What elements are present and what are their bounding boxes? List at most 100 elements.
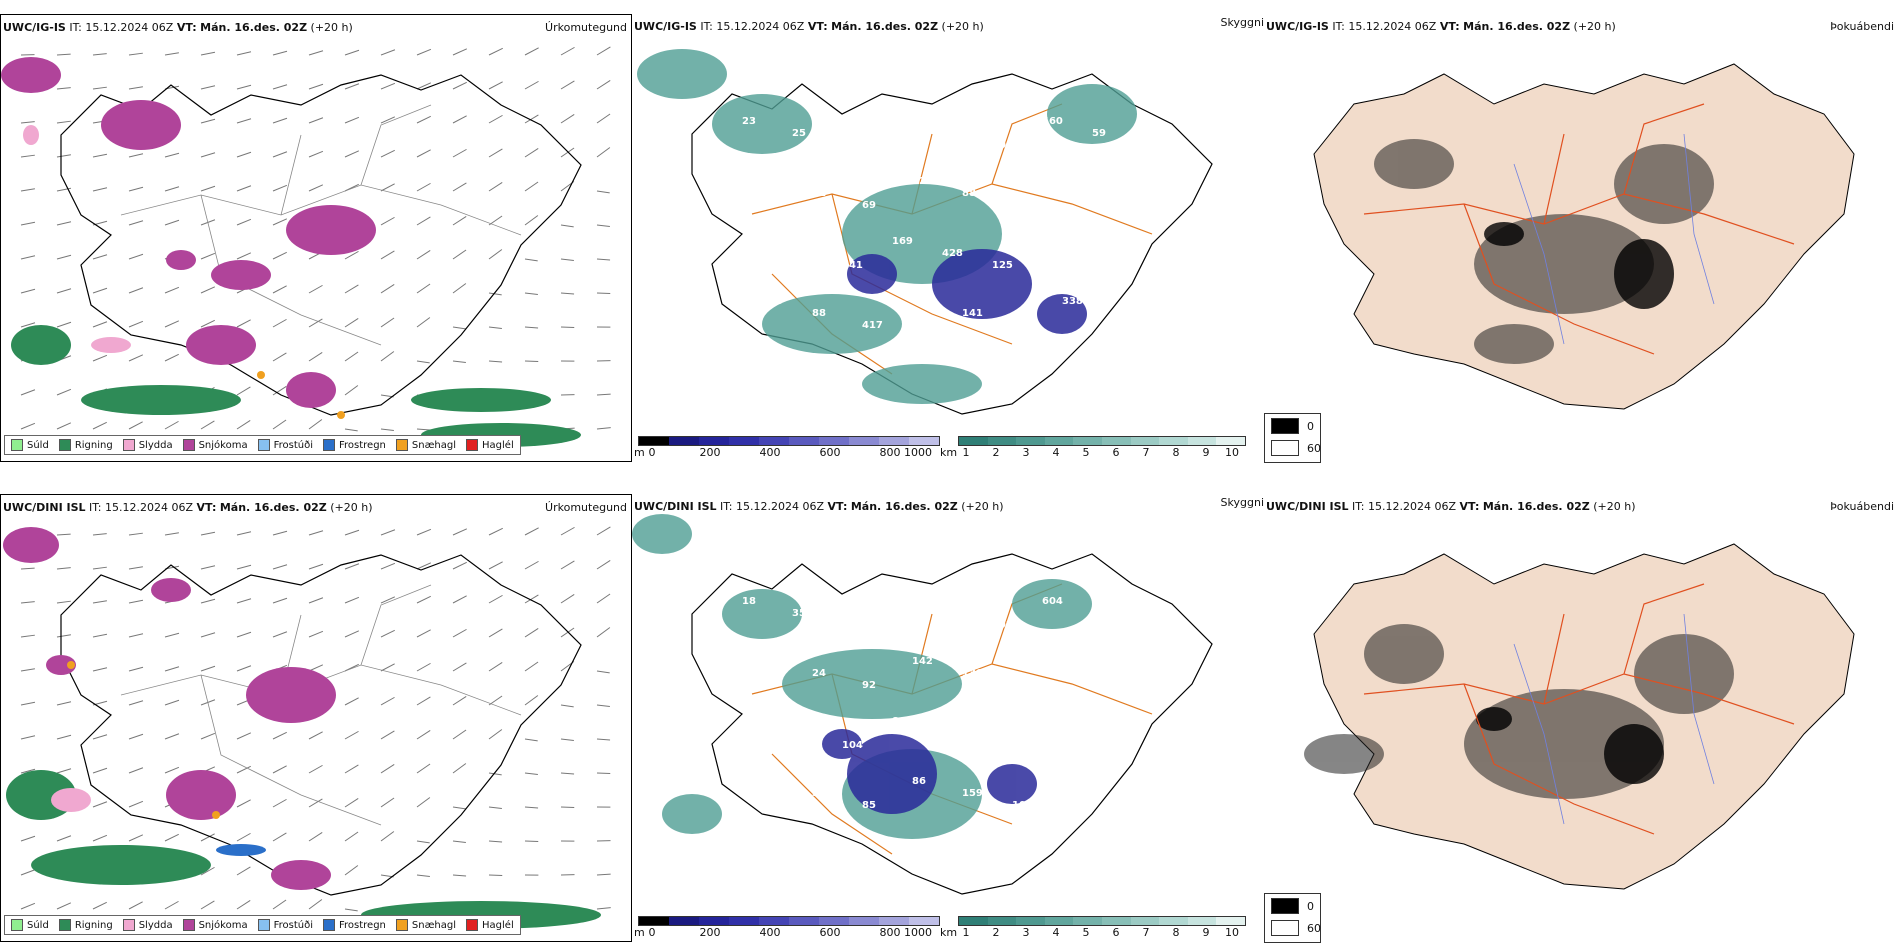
wind-barb — [92, 667, 108, 672]
cloud-visibility-panel-bottom: UWC/DINI ISL IT: 15.12.2024 06Z VT: Mán.… — [632, 494, 1264, 942]
wind-barb — [344, 250, 359, 260]
wind-barb — [272, 386, 287, 396]
cloud-base-label: 36 — [762, 176, 776, 187]
wind-barb — [524, 292, 538, 295]
iceland-outline — [60, 554, 582, 896]
wind-barb — [128, 599, 144, 604]
cloud-base-label: 117 — [792, 248, 813, 259]
wind-barb — [164, 532, 179, 536]
wind-barb — [344, 529, 360, 536]
fog-index-panel-top: UWC/IG-IS IT: 15.12.2024 06Z VT: Mán. 16… — [1264, 14, 1900, 462]
wind-barb — [344, 385, 359, 396]
wind-barb — [344, 730, 359, 740]
wind-barb — [200, 118, 216, 124]
precip-map — [1, 46, 611, 447]
cloud-base-label: 88 — [812, 308, 826, 319]
cloud-base-label: 525 — [842, 140, 863, 151]
wind-barb — [128, 86, 143, 90]
cloud-map: 18 35 637 800 208 192 604 44 87 24 92 142 130 103 184 6… — [632, 514, 1213, 895]
wind-barb — [272, 318, 287, 328]
wind-barb — [452, 182, 467, 192]
wind-barb — [128, 287, 144, 294]
wind-barb — [92, 834, 108, 842]
cloud-base-label: 184 — [1062, 656, 1083, 667]
wind-barb — [20, 422, 36, 430]
wind-barb — [416, 317, 431, 328]
wind-barb — [488, 729, 503, 740]
cloud-base-label: 169 — [892, 236, 913, 247]
wind-barb — [164, 666, 180, 672]
wind-barb — [164, 833, 179, 842]
wind-barb — [128, 532, 143, 536]
wind-barb — [452, 283, 467, 294]
wind-barb — [308, 83, 324, 90]
wind-barb — [56, 187, 72, 192]
wind-barb — [560, 114, 575, 124]
precip-type-panel-bottom: UWC/DINI ISL IT: 15.12.2024 06Z VT: Mán.… — [0, 494, 632, 942]
wind-barb — [56, 902, 72, 910]
wind-barb — [560, 258, 574, 261]
wind-barb — [344, 596, 360, 604]
cloud-base-label: 993 — [762, 296, 783, 307]
wind-barb — [416, 797, 431, 808]
cloud-base-label: 88 — [962, 188, 976, 199]
iceland-rivers — [1513, 133, 1715, 345]
cloud-base-label: 104 — [842, 740, 863, 751]
wind-barb — [20, 567, 35, 570]
wind-barb — [128, 566, 143, 570]
wind-barb — [452, 326, 466, 330]
wind-barb — [380, 764, 395, 774]
wind-barb — [488, 662, 503, 672]
legend-item: Slydda — [122, 919, 173, 931]
wind-barb — [344, 49, 360, 56]
cloud-base-label: 800 — [892, 596, 913, 607]
wind-barb — [524, 80, 539, 90]
wind-barb — [92, 53, 107, 56]
wind-barb — [524, 806, 539, 809]
cloud-visibility-panel-top: UWC/IG-IS IT: 15.12.2024 06Z VT: Mán. 16… — [632, 14, 1264, 462]
wind-barb — [20, 188, 35, 192]
wind-barb — [92, 633, 108, 638]
wind-barb — [92, 321, 108, 328]
wind-barb — [200, 900, 215, 910]
wind-barb — [416, 216, 431, 226]
legend-item: Snæhagl — [395, 439, 456, 451]
cloud-base-label: 884 — [742, 356, 763, 367]
wind-barb — [164, 286, 180, 294]
wind-barb — [452, 148, 467, 158]
wind-barb — [560, 738, 574, 741]
wind-barb — [200, 152, 216, 158]
wind-barb — [20, 288, 36, 294]
wind-barb — [560, 772, 575, 775]
wind-barb — [20, 154, 35, 158]
cloud-base-label: 142 — [912, 656, 933, 667]
wind-barb — [164, 52, 179, 56]
wind-barb — [344, 563, 360, 570]
wind-barb — [236, 185, 252, 192]
cloud-base-label: 130 — [962, 668, 983, 679]
cloud-base-label: 95 — [1062, 176, 1076, 187]
wind-barb — [344, 697, 359, 706]
panel-title: UWC/IG-IS IT: 15.12.2024 06Z VT: Mán. 16… — [1266, 20, 1616, 33]
cloud-base-label: 123 — [992, 740, 1013, 751]
wind-barb — [344, 865, 359, 876]
wind-barb — [272, 765, 287, 774]
legend-item: Súld — [11, 439, 49, 451]
cloud-base-label: 134 — [1112, 188, 1133, 199]
fog-shading — [1374, 139, 1714, 364]
wind-barb — [200, 665, 216, 672]
wind-barb — [308, 597, 324, 604]
wind-barb — [380, 149, 395, 158]
wind-barb — [236, 900, 251, 910]
wind-barb — [488, 326, 502, 329]
wind-barb — [164, 733, 180, 740]
wind-barb — [380, 663, 395, 672]
wind-barb — [416, 250, 431, 260]
wind-barb — [488, 249, 503, 260]
wind-barb — [380, 696, 395, 706]
cloud-base-label: 23 — [742, 116, 756, 127]
wind-barb — [20, 902, 36, 910]
wind-barb — [596, 147, 611, 158]
wind-barb — [92, 566, 107, 570]
wind-barb — [272, 631, 288, 638]
